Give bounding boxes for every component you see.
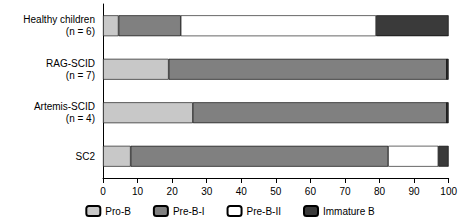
svg-text:SC2: SC2 (76, 151, 96, 162)
svg-text:Healthy children: Healthy children (23, 14, 95, 25)
svg-text:Pre-B-I: Pre-B-I (173, 206, 205, 217)
svg-text:40: 40 (236, 186, 248, 197)
svg-text:(n = 6): (n = 6) (66, 26, 95, 37)
svg-text:Artemis-SCID: Artemis-SCID (34, 101, 95, 112)
svg-text:80: 80 (374, 186, 386, 197)
svg-text:100: 100 (440, 186, 457, 197)
svg-text:70: 70 (339, 186, 351, 197)
svg-text:(n = 4): (n = 4) (66, 113, 95, 124)
svg-text:Pre-B-II: Pre-B-II (247, 206, 281, 217)
svg-text:10: 10 (132, 186, 144, 197)
svg-text:Immature B: Immature B (323, 206, 375, 217)
svg-text:Pro-B: Pro-B (105, 206, 131, 217)
svg-text:50: 50 (270, 186, 282, 197)
svg-text:30: 30 (201, 186, 213, 197)
svg-text:60: 60 (305, 186, 317, 197)
svg-text:20: 20 (167, 186, 179, 197)
svg-text:0: 0 (100, 186, 106, 197)
svg-text:90: 90 (409, 186, 421, 197)
svg-text:(n = 7): (n = 7) (66, 70, 95, 81)
svg-text:RAG-SCID: RAG-SCID (46, 58, 95, 69)
